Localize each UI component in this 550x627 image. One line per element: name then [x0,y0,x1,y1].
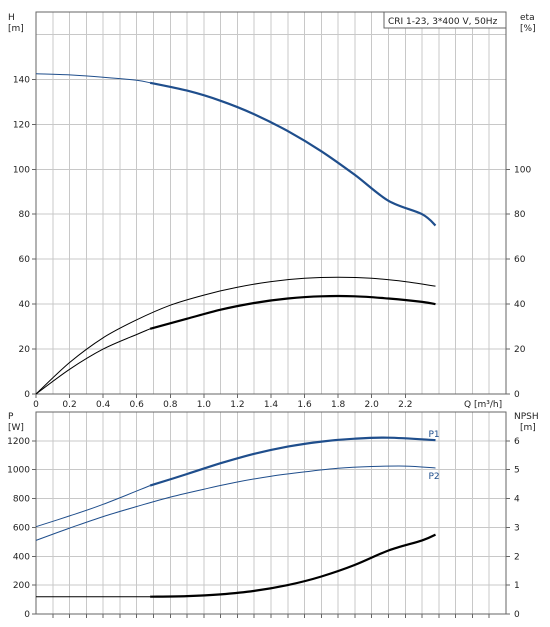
eta-tick-label: 100 [514,165,531,175]
top-ticks: 0 20 40 60 80 100 120 140 0 20 40 60 80 100 0 0.2 0.4 0.6… [13,75,532,410]
npsh-tick-label: 0 [514,610,520,620]
npsh-axis-unit: [m] [520,423,536,433]
chart-title: CRI 1-23, 3*400 V, 50Hz [388,17,498,27]
q-tick-label: 2.0 [365,400,380,410]
q-tick-label: 0.4 [96,400,111,410]
eta-tick-label: 40 [514,300,526,310]
p-axis-unit: [W] [8,423,24,433]
h-tick-label: 100 [13,165,30,175]
chart-title-box [383,11,507,29]
top-series-0-extrapolated-line [35,73,151,84]
q-tick-label: 0.6 [130,400,145,410]
q-tick-label: 0 [33,400,39,410]
bottom-series: P1 P2 [35,430,440,598]
power-npsh-chart: P [W] NPSH [m] 0 200 400 600 800 1000 1200 0 1 2 3… [7,411,539,620]
npsh-tick-label: 6 [514,437,520,447]
bottom-grid [36,412,506,614]
h-tick-label: 140 [13,75,30,85]
q-tick-label: 2.2 [398,400,412,410]
npsh-tick-label: 1 [514,581,520,591]
q-tick-label: 1.2 [230,400,244,410]
bottom-series-p2-line [35,465,436,541]
eta-tick-label: 0 [514,390,520,400]
p-tick-label: 1000 [7,466,30,476]
h-tick-label: 0 [24,390,30,400]
eta-tick-label: 20 [514,345,526,355]
top-series-0-line [149,81,437,227]
npsh-tick-label: 5 [514,466,520,476]
top-series-1-line [35,276,436,395]
q-tick-label: 1.8 [331,400,346,410]
h-tick-label: 60 [19,255,31,265]
h-tick-label: 40 [19,300,31,310]
bottom-series-p2-label: P2 [429,472,440,482]
h-axis-title: H [8,13,15,23]
q-tick-label: 0.8 [163,400,178,410]
bottom-series-p1-extrapolated-line [35,485,151,528]
q-axis-label: Q [m³/h] [464,400,502,410]
eta-tick-label: 80 [514,210,526,220]
bottom-ticks: 0 200 400 600 800 1000 1200 0 1 2 3 4 5 6 [7,437,520,620]
q-tick-label: 0.2 [62,400,76,410]
q-tick-label: 1.0 [197,400,212,410]
q-tick-label: 1.4 [264,400,279,410]
h-tick-label: 120 [13,120,30,130]
head-efficiency-chart: H [m] eta [%] 0 20 40 60 80 100 120 140 0 20 40 60 8… [8,11,536,410]
p-axis-title: P [8,412,14,422]
eta-tick-label: 60 [514,255,526,265]
h-axis-unit: [m] [8,24,24,34]
bottom-series-p1-label: P1 [429,430,440,440]
npsh-axis-title: NPSH [514,412,539,422]
npsh-tick-label: 2 [514,552,520,562]
top-grid [36,12,506,394]
q-tick-label: 1.6 [297,400,312,410]
bottom-series-p1-line [149,436,436,487]
top-series-2-line [149,294,436,330]
eta-axis-unit: [%] [520,24,536,34]
h-tick-label: 20 [19,345,31,355]
p-tick-label: 600 [13,523,30,533]
h-tick-label: 80 [19,210,31,220]
p-tick-label: 400 [13,552,30,562]
p-tick-label: 0 [24,610,30,620]
bottom-series-2-line [150,533,436,598]
eta-axis-title: eta [520,13,535,23]
p-tick-label: 800 [13,495,30,505]
top-series-2-extrapolated-line [35,328,151,395]
npsh-tick-label: 3 [514,523,520,533]
p-tick-label: 1200 [7,437,30,447]
top-series [35,73,437,395]
npsh-tick-label: 4 [514,495,520,505]
p-tick-label: 200 [13,581,30,591]
